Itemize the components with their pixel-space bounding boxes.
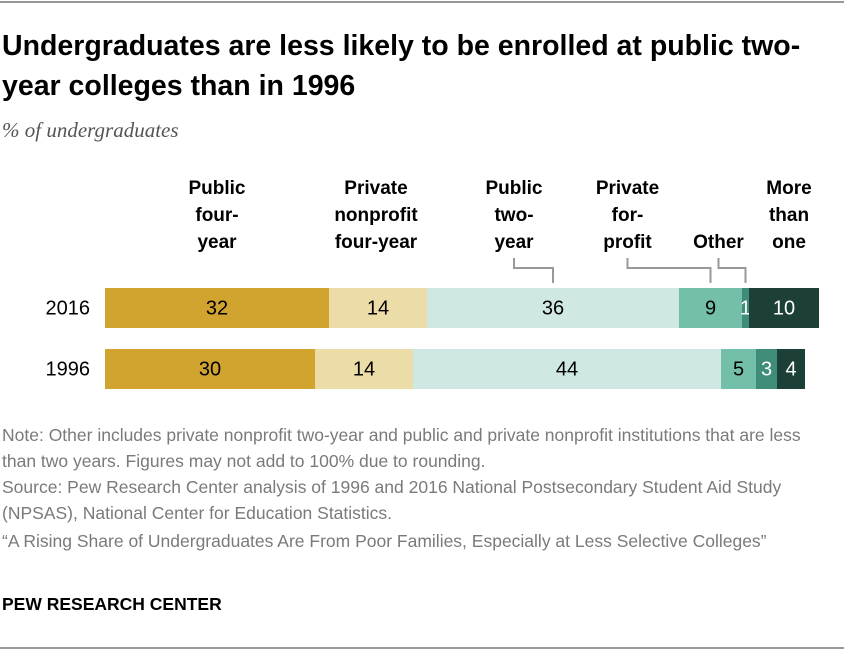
value-label: 44: [556, 358, 578, 380]
value-label: 3: [761, 358, 772, 380]
bar-segment: [742, 288, 749, 328]
value-label: 14: [367, 297, 389, 319]
legend-label: Private for-profit: [595, 178, 660, 253]
legend-label: Public two-year: [485, 178, 543, 253]
bar-segment: [315, 349, 413, 389]
chart-title: Undergraduates are less likely to be enr…: [2, 30, 801, 102]
bar-segment: [105, 288, 329, 328]
connector: [626, 258, 712, 283]
connector: [513, 258, 554, 283]
bar-segment: [756, 349, 777, 389]
bar-segment: [749, 288, 819, 328]
bar-segment: [427, 288, 679, 328]
value-label: 5: [733, 358, 744, 380]
row-label: 1996: [46, 358, 91, 380]
value-label: 4: [785, 358, 796, 380]
chart-subtitle: % of undergraduates: [2, 118, 179, 142]
value-label: 14: [353, 358, 375, 380]
row-label: 2016: [46, 297, 91, 319]
connector: [717, 258, 747, 283]
value-label: 10: [773, 297, 795, 319]
value-label: 36: [542, 297, 564, 319]
legend-label: Other: [693, 232, 744, 253]
bar-segment: [721, 349, 756, 389]
bar-segment: [679, 288, 742, 328]
citation: “A Rising Share of Undergraduates Are Fr…: [2, 531, 767, 551]
bar-segment: [329, 288, 427, 328]
bar-segment: [777, 349, 805, 389]
legend-label: Public four-year: [188, 178, 246, 253]
legend-label: More than one: [766, 178, 812, 253]
note: Note: Other includes private nonprofit t…: [2, 425, 801, 471]
value-label: 30: [199, 358, 221, 380]
value-label: 1: [740, 297, 751, 319]
source: Source: Pew Research Center analysis of …: [2, 477, 782, 523]
bar-segment: [413, 349, 721, 389]
legend-label: Private nonprofit four-year: [334, 178, 418, 253]
value-label: 9: [705, 297, 716, 319]
footer: PEW RESEARCH CENTER: [2, 594, 222, 614]
bar-segment: [105, 349, 315, 389]
value-label: 32: [206, 297, 228, 319]
